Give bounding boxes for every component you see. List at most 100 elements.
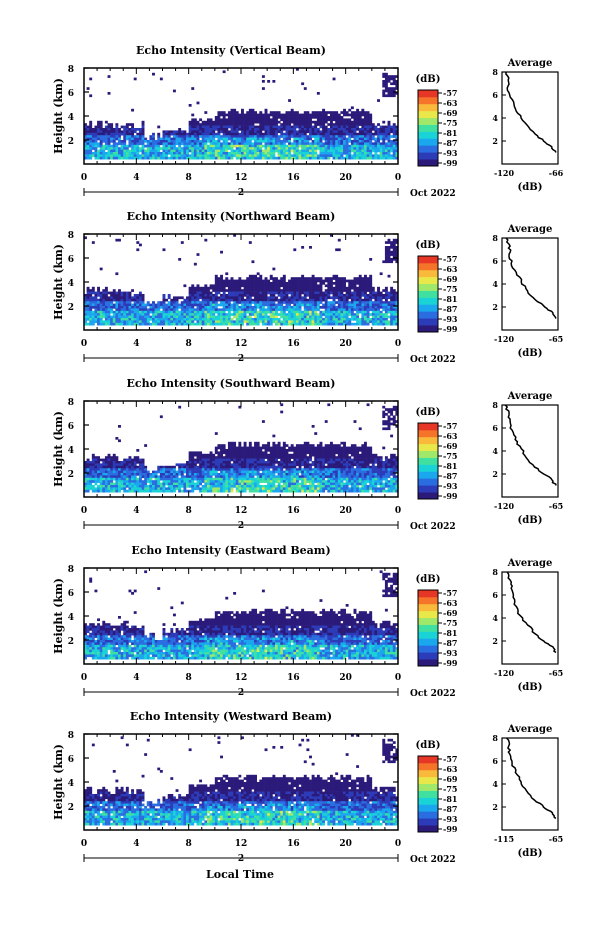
heatmap-cell [322, 147, 326, 150]
heatmap-cell [214, 284, 218, 288]
heatmap-cell [335, 156, 339, 160]
heatmap-cell [285, 140, 289, 143]
heatmap-cell [193, 451, 197, 455]
heatmap-cell [186, 135, 189, 138]
heatmap-cell [118, 128, 121, 131]
heatmap-cell [392, 152, 396, 155]
heatmap-cell [303, 289, 307, 292]
heatmap-cell [152, 154, 155, 158]
heatmap-cell [209, 132, 213, 136]
heatmap-cell [329, 291, 333, 295]
heatmap-cell [172, 473, 176, 476]
heatmap-cell [280, 130, 284, 134]
heatmap-cell [220, 279, 223, 283]
heatmap-cell [138, 135, 142, 138]
heatmap-cell [384, 320, 388, 324]
heatmap-cell [204, 132, 208, 136]
heatmap-cell [290, 289, 294, 292]
heatmap-cell [123, 298, 127, 302]
heatmap-cell [390, 156, 394, 160]
heatmap-cell [288, 315, 292, 319]
heatmap-cell [149, 149, 153, 153]
heatmap-cell [311, 301, 315, 304]
heatmap-cell [125, 291, 129, 295]
heatmap-cell [191, 132, 195, 136]
heatmap-cell [254, 318, 257, 321]
heatmap-cell [269, 156, 273, 160]
heatmap-cell [345, 301, 349, 304]
heatmap-cell [356, 286, 360, 290]
heatmap-cell [384, 128, 388, 131]
heatmap-cell [225, 272, 229, 276]
heatmap-cell [246, 130, 250, 134]
heatmap-cell [89, 154, 93, 158]
heatmap-cell [186, 470, 189, 474]
heatmap-cell [235, 322, 239, 326]
x-tick-label: 16 [287, 339, 300, 349]
heatmap-cell [214, 477, 218, 481]
heatmap-cell [188, 468, 192, 471]
heatmap-cell [353, 308, 357, 312]
heatmap-cell [144, 485, 148, 488]
heatmap-cell [298, 125, 302, 129]
heatmap-cell [269, 315, 273, 319]
heatmap-cell [384, 313, 388, 316]
heatmap-cell [196, 101, 200, 105]
heatmap-cell [125, 485, 129, 488]
heatmap-cell [154, 473, 158, 476]
heatmap-cell [311, 277, 315, 280]
heatmap-cell [356, 144, 360, 148]
heatmap-cell [285, 147, 289, 150]
heatmap-cell [133, 475, 137, 479]
heatmap-cell [254, 140, 257, 143]
heatmap-cell [188, 451, 192, 455]
heatmap-cell [214, 125, 218, 129]
heatmap-cell [222, 111, 226, 114]
heatmap-cell [227, 468, 231, 471]
heatmap-cell [356, 123, 360, 126]
heatmap-cell [146, 147, 150, 150]
heatmap-cell [102, 310, 106, 314]
heatmap-cell [295, 123, 299, 126]
heatmap-cell [206, 475, 210, 479]
heatmap-cell [261, 296, 265, 300]
heatmap-cell [280, 118, 284, 122]
heatmap-cell [298, 298, 302, 302]
heatmap-cell [382, 137, 386, 141]
heatmap-cell [141, 156, 145, 160]
heatmap-cell [141, 480, 145, 483]
heatmap-cell [277, 156, 281, 160]
heatmap-cell [204, 291, 208, 295]
heatmap-cell [233, 137, 237, 141]
heatmap-cell [306, 142, 310, 146]
heatmap-cell [230, 296, 234, 300]
heatmap-cell [191, 456, 195, 459]
heatmap-cell [366, 118, 370, 122]
heatmap-cell [348, 289, 352, 292]
heatmap-cell [395, 294, 399, 297]
heatmap-cell [340, 277, 344, 280]
heatmap-cell [222, 449, 226, 452]
heatmap-cell [188, 130, 192, 134]
heatmap-cell [107, 473, 111, 476]
heatmap-cell [340, 128, 344, 131]
heatmap-cell [206, 482, 210, 486]
heatmap-cell [102, 306, 106, 309]
heatmap-cell [125, 480, 129, 483]
heatmap-cell [272, 318, 276, 321]
heatmap-cell [280, 152, 284, 155]
heatmap-cell [332, 125, 336, 129]
heatmap-cell [84, 320, 87, 324]
heatmap-cell [269, 318, 273, 321]
heatmap-cell [227, 310, 231, 314]
heatmap-cell [329, 128, 333, 131]
heatmap-cell [293, 130, 297, 134]
heatmap-cell [392, 241, 396, 244]
heatmap-cell [118, 140, 121, 143]
heatmap-cell [84, 306, 87, 309]
heatmap-cell [172, 89, 176, 93]
heatmap-cell [363, 123, 367, 126]
heatmap-cell [390, 147, 394, 150]
heatmap-cell [311, 147, 315, 150]
heatmap-cell [230, 298, 234, 302]
